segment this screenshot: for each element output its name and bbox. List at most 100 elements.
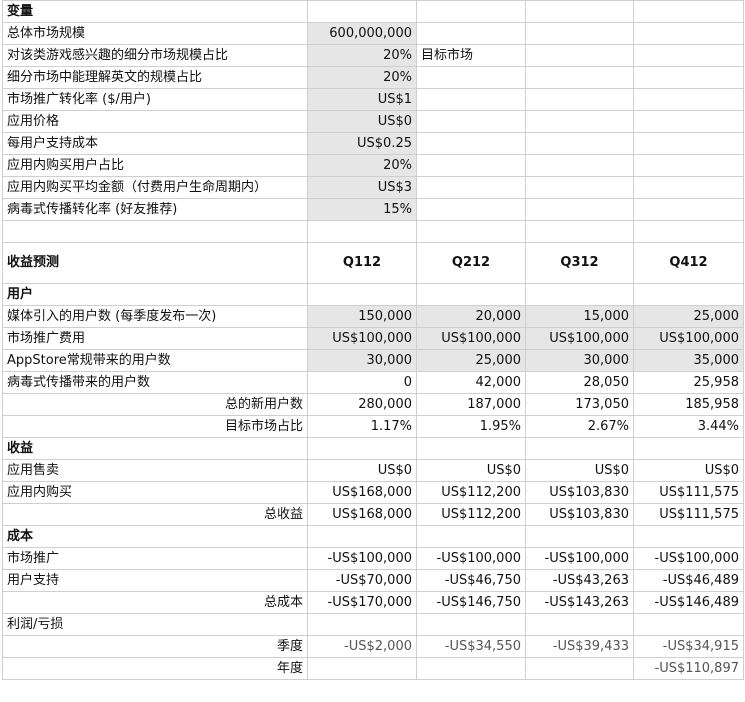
empty-cell[interactable] [633, 110, 744, 133]
empty-cell[interactable] [525, 88, 634, 111]
variable-value[interactable]: US$0 [307, 110, 417, 133]
value-cell[interactable]: 173,050 [525, 393, 634, 416]
value-cell[interactable]: 1.95% [416, 415, 526, 438]
row-label[interactable]: 市场推广 [2, 547, 308, 570]
row-label[interactable]: 应用内购买 [2, 481, 308, 504]
empty-cell[interactable] [307, 283, 417, 306]
value-cell[interactable]: -US$100,000 [525, 547, 634, 570]
empty-cell[interactable] [525, 437, 634, 460]
value-cell[interactable]: US$103,830 [525, 503, 634, 526]
variable-value[interactable]: US$1 [307, 88, 417, 111]
variable-value[interactable]: US$3 [307, 176, 417, 199]
variable-value[interactable]: US$0.25 [307, 132, 417, 155]
empty-cell[interactable] [525, 613, 634, 636]
empty-cell[interactable] [416, 657, 526, 680]
empty-cell[interactable] [307, 613, 417, 636]
value-cell[interactable]: 0 [307, 371, 417, 394]
variables-title[interactable]: 变量 [2, 0, 308, 23]
users-heading[interactable]: 用户 [2, 283, 308, 306]
value-cell[interactable]: 3.44% [633, 415, 744, 438]
variable-note[interactable] [416, 110, 526, 133]
empty-cell[interactable] [525, 525, 634, 548]
value-cell[interactable]: 20,000 [416, 305, 526, 328]
empty-cell[interactable] [525, 66, 634, 89]
value-cell[interactable]: 30,000 [525, 349, 634, 372]
value-cell[interactable]: -US$46,750 [416, 569, 526, 592]
value-cell[interactable]: -US$170,000 [307, 591, 417, 614]
value-cell[interactable]: US$168,000 [307, 481, 417, 504]
empty-cell[interactable] [416, 613, 526, 636]
variable-label[interactable]: 应用内购买用户占比 [2, 154, 308, 177]
value-cell[interactable]: -US$2,000 [307, 635, 417, 658]
variable-label[interactable]: 细分市场中能理解英文的规模占比 [2, 66, 308, 89]
value-cell[interactable]: US$100,000 [416, 327, 526, 350]
annual-label[interactable]: 年度 [2, 657, 308, 680]
value-cell[interactable]: US$0 [307, 459, 417, 482]
value-cell[interactable]: -US$70,000 [307, 569, 417, 592]
value-cell[interactable]: -US$100,000 [307, 547, 417, 570]
variable-note[interactable] [416, 132, 526, 155]
value-cell[interactable]: 28,050 [525, 371, 634, 394]
empty-cell[interactable] [525, 220, 634, 243]
variable-note[interactable] [416, 88, 526, 111]
total-label[interactable]: 总收益 [2, 503, 308, 526]
empty-cell[interactable] [525, 22, 634, 45]
row-label[interactable]: 用户支持 [2, 569, 308, 592]
value-cell[interactable]: -US$46,489 [633, 569, 744, 592]
empty-cell[interactable] [416, 437, 526, 460]
empty-cell[interactable] [416, 283, 526, 306]
value-cell[interactable]: US$100,000 [307, 327, 417, 350]
empty-cell[interactable] [307, 525, 417, 548]
total-label[interactable]: 总成本 [2, 591, 308, 614]
empty-cell[interactable] [525, 0, 634, 23]
empty-cell[interactable] [633, 44, 744, 67]
empty-cell[interactable] [525, 657, 634, 680]
row-label[interactable]: AppStore常规带来的用户数 [2, 349, 308, 372]
row-label[interactable]: 应用售卖 [2, 459, 308, 482]
variable-note[interactable]: 目标市场 [416, 44, 526, 67]
empty-cell[interactable] [633, 220, 744, 243]
value-cell[interactable]: US$100,000 [525, 327, 634, 350]
value-cell[interactable]: -US$34,550 [416, 635, 526, 658]
value-cell[interactable]: US$111,575 [633, 481, 744, 504]
variable-label[interactable]: 总体市场规模 [2, 22, 308, 45]
quarter-header[interactable]: Q412 [633, 242, 744, 284]
value-cell[interactable]: 185,958 [633, 393, 744, 416]
value-cell[interactable]: 30,000 [307, 349, 417, 372]
variable-value[interactable]: 20% [307, 44, 417, 67]
variable-label[interactable]: 应用价格 [2, 110, 308, 133]
variable-note[interactable] [416, 176, 526, 199]
empty-cell[interactable] [633, 66, 744, 89]
value-cell[interactable]: US$112,200 [416, 481, 526, 504]
annual-value[interactable]: -US$110,897 [633, 657, 744, 680]
value-cell[interactable]: -US$143,263 [525, 591, 634, 614]
value-cell[interactable]: 25,000 [633, 305, 744, 328]
empty-cell[interactable] [416, 525, 526, 548]
variable-value[interactable]: 20% [307, 154, 417, 177]
empty-cell[interactable] [633, 613, 744, 636]
value-cell[interactable]: US$111,575 [633, 503, 744, 526]
value-cell[interactable]: 2.67% [525, 415, 634, 438]
empty-cell[interactable] [633, 0, 744, 23]
variable-value[interactable]: 20% [307, 66, 417, 89]
quarterly-label[interactable]: 季度 [2, 635, 308, 658]
value-cell[interactable]: US$0 [525, 459, 634, 482]
variable-label[interactable]: 应用内购买平均金额（付费用户生命周期内） [2, 176, 308, 199]
value-cell[interactable]: 35,000 [633, 349, 744, 372]
variable-value[interactable]: 600,000,000 [307, 22, 417, 45]
empty-cell[interactable] [633, 22, 744, 45]
variable-note[interactable] [416, 66, 526, 89]
value-cell[interactable]: -US$146,489 [633, 591, 744, 614]
total-label[interactable]: 总的新用户数 [2, 393, 308, 416]
value-cell[interactable]: -US$146,750 [416, 591, 526, 614]
empty-cell[interactable] [633, 525, 744, 548]
variable-note[interactable] [416, 22, 526, 45]
row-label[interactable]: 媒体引入的用户数 (每季度发布一次) [2, 305, 308, 328]
value-cell[interactable]: 1.17% [307, 415, 417, 438]
empty-cell[interactable] [633, 88, 744, 111]
variable-note[interactable] [416, 198, 526, 221]
empty-cell[interactable] [525, 110, 634, 133]
variable-note[interactable] [416, 154, 526, 177]
value-cell[interactable]: US$168,000 [307, 503, 417, 526]
value-cell[interactable]: US$103,830 [525, 481, 634, 504]
